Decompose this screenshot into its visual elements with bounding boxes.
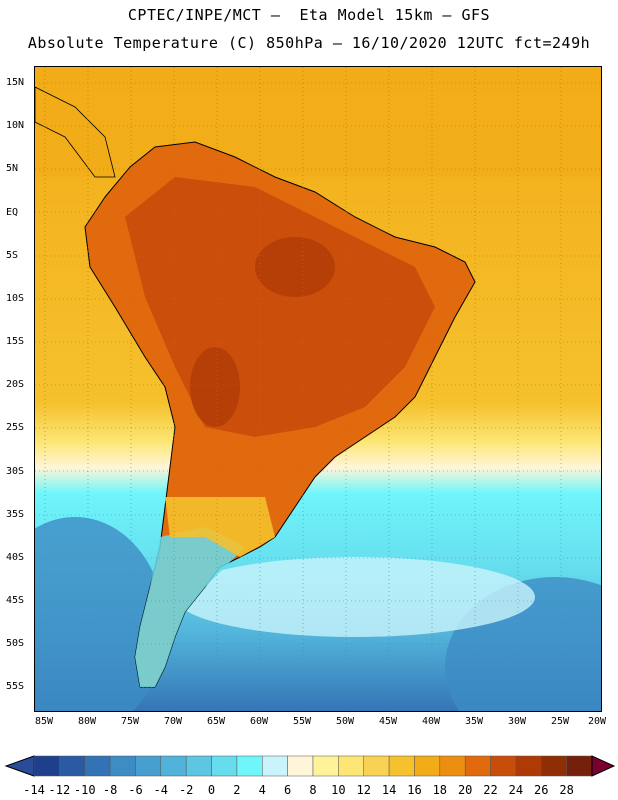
colorbar-label: -2 xyxy=(178,783,194,797)
colorbar-label: -4 xyxy=(153,783,169,797)
colorbar-label: -6 xyxy=(128,783,143,797)
lon-label-65w: 65W xyxy=(206,716,226,727)
colorbar-label: 0 xyxy=(207,783,216,797)
colorbar-swatch xyxy=(490,755,517,777)
colorbar-high-arrow xyxy=(591,755,616,777)
lon-label-40w: 40W xyxy=(421,716,441,727)
colorbar-low-arrow xyxy=(4,755,35,777)
colorbar-label: 20 xyxy=(457,783,473,797)
lat-label-50s: 50S xyxy=(6,638,25,649)
colorbar-label: 6 xyxy=(284,783,292,797)
lat-label-30s: 30S xyxy=(6,466,25,477)
lat-label-45s: 45S xyxy=(6,595,25,606)
lat-label-35s: 35S xyxy=(6,509,25,520)
lon-label-75w: 75W xyxy=(120,716,140,727)
colorbar-swatch xyxy=(135,755,162,777)
lon-label-70w: 70W xyxy=(163,716,183,727)
colorbar-swatch xyxy=(414,755,441,777)
colorbar-label: 16 xyxy=(407,783,422,797)
colorbar-swatch xyxy=(464,755,491,777)
colorbar-label: 24 xyxy=(508,783,524,797)
lat-label-20s: 20S xyxy=(6,379,25,390)
lat-label-5n: 5N xyxy=(6,163,19,174)
lon-label-60w: 60W xyxy=(249,716,269,727)
colorbar-swatch xyxy=(566,755,593,777)
graticule xyxy=(35,67,601,711)
colorbar xyxy=(4,755,616,777)
colorbar-swatch xyxy=(84,755,111,777)
colorbar-label: -12 xyxy=(48,783,71,797)
lon-label-85w: 85W xyxy=(34,716,54,727)
lat-label-eq: EQ xyxy=(6,207,19,218)
colorbar-swatch xyxy=(388,755,415,777)
lat-label-10n: 10N xyxy=(6,120,25,131)
lon-label-45w: 45W xyxy=(378,716,398,727)
colorbar-swatch xyxy=(363,755,390,777)
colorbar-label: 14 xyxy=(381,783,397,797)
colorbar-swatch xyxy=(109,755,136,777)
lat-label-55s: 55S xyxy=(6,681,25,692)
colorbar-label: 8 xyxy=(309,783,317,797)
colorbar-swatch xyxy=(287,755,314,777)
colorbar-swatch xyxy=(185,755,212,777)
lat-label-15n: 15N xyxy=(6,77,25,88)
colorbar-label: 18 xyxy=(432,783,448,797)
lat-label-25s: 25S xyxy=(6,422,25,433)
colorbar-swatch xyxy=(59,755,85,777)
lat-label-10s: 10S xyxy=(6,293,25,304)
colorbar-label: 22 xyxy=(483,783,498,797)
colorbar-label: 26 xyxy=(534,783,549,797)
colorbar-swatch xyxy=(211,755,238,777)
lon-label-30w: 30W xyxy=(507,716,527,727)
lon-label-80w: 80W xyxy=(77,716,97,727)
colorbar-swatch xyxy=(160,755,187,777)
colorbar-label: -14 xyxy=(23,783,45,797)
chart-title-line1: CPTEC/INPE/MCT – Eta Model 15km – GFS xyxy=(127,6,491,24)
lat-label-40s: 40S xyxy=(6,552,25,563)
colorbar-label: 28 xyxy=(559,783,574,797)
colorbar-label: 2 xyxy=(233,783,241,797)
map-canvas xyxy=(35,67,601,711)
colorbar-swatch xyxy=(236,755,263,777)
colorbar-swatch xyxy=(515,755,542,777)
colorbar-swatch xyxy=(541,755,567,777)
colorbar-swatch xyxy=(33,755,60,777)
temperature-map xyxy=(34,66,602,712)
colorbar-label: -8 xyxy=(102,783,118,797)
colorbar-swatch xyxy=(312,755,339,777)
lon-label-50w: 50W xyxy=(335,716,355,727)
chart-title-line2: Absolute Temperature (C) 850hPa – 16/10/… xyxy=(27,34,591,52)
colorbar-label: -10 xyxy=(73,783,96,797)
lat-label-5s: 5S xyxy=(6,250,19,261)
lon-label-25w: 25W xyxy=(550,716,570,727)
colorbar-swatch xyxy=(439,755,466,777)
colorbar-swatch xyxy=(262,755,288,777)
lon-label-55w: 55W xyxy=(292,716,312,727)
colorbar-swatch xyxy=(338,755,364,777)
colorbar-label: 4 xyxy=(258,783,266,797)
lon-label-20w: 20W xyxy=(587,716,607,727)
colorbar-label: 10 xyxy=(331,783,346,797)
lon-label-35w: 35W xyxy=(464,716,484,727)
lat-label-15s: 15S xyxy=(6,336,25,347)
colorbar-label: 12 xyxy=(356,783,371,797)
